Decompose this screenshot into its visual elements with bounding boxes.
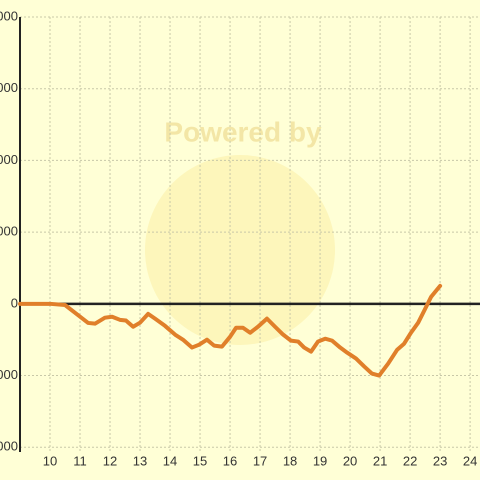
x-tick-label: 10 <box>43 453 57 468</box>
x-tick-label: 14 <box>163 453 177 468</box>
x-tick-label: 22 <box>403 453 417 468</box>
x-tick-label: 12 <box>103 453 117 468</box>
y-tick-label: 6,000 <box>0 152 18 167</box>
y-tick-label: -3,000 <box>0 367 18 382</box>
x-tick-label: 13 <box>133 453 147 468</box>
watermark-logo <box>145 155 335 345</box>
x-tick-label: 11 <box>73 453 87 468</box>
x-tick-label: 21 <box>373 453 387 468</box>
x-tick-label: 20 <box>343 453 357 468</box>
y-tick-label: 9,000 <box>0 80 18 95</box>
x-tick-label: 16 <box>223 453 237 468</box>
x-tick-label: 15 <box>193 453 207 468</box>
x-tick-label: 18 <box>283 453 297 468</box>
y-tick-label: -6,000 <box>0 439 18 454</box>
line <box>18 283 443 378</box>
y-tick-label: 0 <box>11 295 18 310</box>
watermark: Powered by <box>164 116 322 147</box>
y-tick-label: 3,000 <box>0 224 18 239</box>
x-tick-label: 17 <box>253 453 267 468</box>
x-tick-label: 19 <box>313 453 327 468</box>
y-tick-label: 12,000 <box>0 8 18 23</box>
x-tick-label: 24 <box>463 453 477 468</box>
x-tick-label: 23 <box>433 453 447 468</box>
